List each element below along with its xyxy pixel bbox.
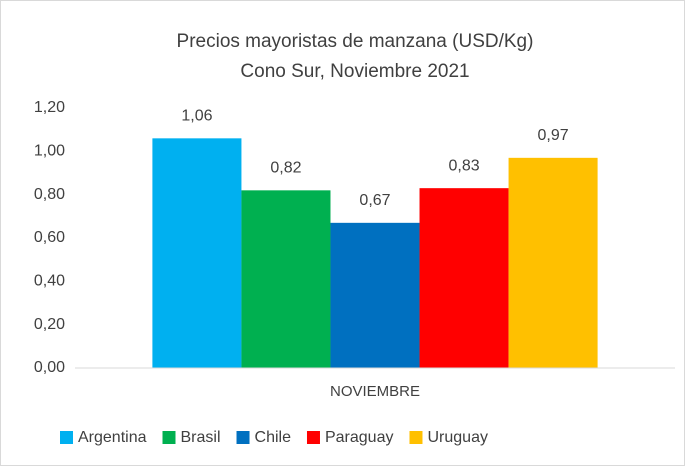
y-tick-label: 0,80	[34, 186, 65, 203]
y-tick-label: 0,60	[34, 229, 65, 246]
legend-label: Argentina	[78, 429, 147, 446]
legend-label: Uruguay	[427, 429, 487, 446]
chart-title: Precios mayoristas de manzana (USD/Kg)	[177, 31, 534, 52]
legend-swatch	[306, 431, 320, 444]
legend-label: Chile	[255, 429, 292, 446]
bar	[330, 222, 420, 368]
y-tick-label: 0,00	[34, 359, 65, 376]
y-tick-label: 1,00	[34, 143, 65, 160]
bar	[508, 157, 598, 368]
bar	[241, 190, 331, 368]
data-label: 0,83	[448, 157, 479, 174]
data-label: 0,97	[538, 127, 569, 144]
legend-swatch	[162, 431, 176, 444]
bar	[152, 138, 242, 368]
legend-swatch	[236, 431, 250, 444]
legend-label: Paraguay	[325, 429, 394, 446]
data-label: 1,06	[181, 108, 212, 125]
legend-swatch	[60, 431, 73, 444]
chart-subtitle: Cono Sur, Noviembre 2021	[240, 61, 469, 82]
bar	[419, 188, 509, 368]
legend-label: Brasil	[181, 429, 221, 446]
y-tick-label: 1,20	[34, 99, 65, 116]
x-tick-label: NOVIEMBRE	[330, 383, 420, 400]
y-tick-label: 0,40	[34, 273, 65, 290]
legend-swatch	[409, 431, 423, 444]
data-label: 0,67	[359, 192, 390, 209]
y-tick-label: 0,20	[34, 316, 65, 333]
data-label: 0,82	[270, 160, 301, 177]
